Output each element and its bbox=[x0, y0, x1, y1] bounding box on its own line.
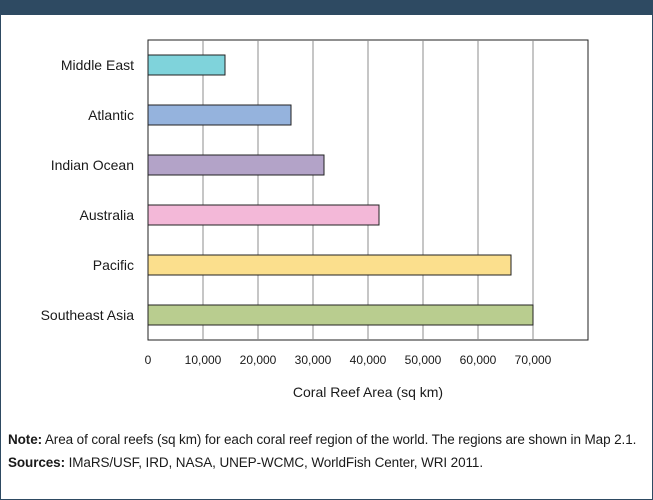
bar-australia bbox=[147, 204, 380, 226]
bars bbox=[147, 54, 534, 326]
sources-text: IMaRS/USF, IRD, NASA, UNEP-WCMC, WorldFi… bbox=[64, 455, 483, 470]
category-labels: Middle East Atlantic Indian Ocean Australia… bbox=[41, 57, 135, 323]
x-tick-label: 20,000 bbox=[240, 353, 277, 367]
bar-indian-ocean bbox=[147, 154, 325, 176]
x-axis-label: Coral Reef Area (sq km) bbox=[293, 384, 443, 400]
notes-block: Note: Area of coral reefs (sq km) for ea… bbox=[8, 430, 644, 476]
category-label: Atlantic bbox=[88, 107, 134, 123]
note-label: Note: bbox=[8, 432, 42, 447]
x-tick-label: 40,000 bbox=[350, 353, 387, 367]
category-label: Indian Ocean bbox=[51, 157, 134, 173]
bar-middle-east bbox=[147, 54, 226, 76]
x-tick-label: 60,000 bbox=[460, 353, 497, 367]
category-label: Australia bbox=[80, 207, 135, 223]
x-tick-label: 10,000 bbox=[185, 353, 222, 367]
note-paragraph: Note: Area of coral reefs (sq km) for ea… bbox=[8, 430, 644, 449]
category-label: Southeast Asia bbox=[41, 307, 135, 323]
x-tick-label: 0 bbox=[145, 353, 152, 367]
category-label: Pacific bbox=[93, 257, 134, 273]
bar-atlantic bbox=[147, 104, 292, 126]
x-tick-label: 30,000 bbox=[295, 353, 332, 367]
bar-southeast-asia bbox=[147, 304, 534, 326]
x-tick-label: 50,000 bbox=[405, 353, 442, 367]
sources-label: Sources: bbox=[8, 455, 65, 470]
bar-pacific bbox=[147, 254, 512, 276]
note-text: Area of coral reefs (sq km) for each cor… bbox=[42, 432, 637, 447]
x-tick-label: 70,000 bbox=[515, 353, 552, 367]
gridlines bbox=[202, 40, 534, 340]
header-bar bbox=[0, 0, 653, 15]
x-tick-labels: 0 10,000 20,000 30,000 40,000 50,000 60,000 70,… bbox=[145, 353, 552, 367]
coral-reef-bar-chart: Middle East Atlantic Indian Ocean Australia… bbox=[41, 39, 589, 400]
category-label: Middle East bbox=[61, 57, 134, 73]
sources-paragraph: Sources: IMaRS/USF, IRD, NASA, UNEP-WCMC… bbox=[8, 453, 644, 472]
